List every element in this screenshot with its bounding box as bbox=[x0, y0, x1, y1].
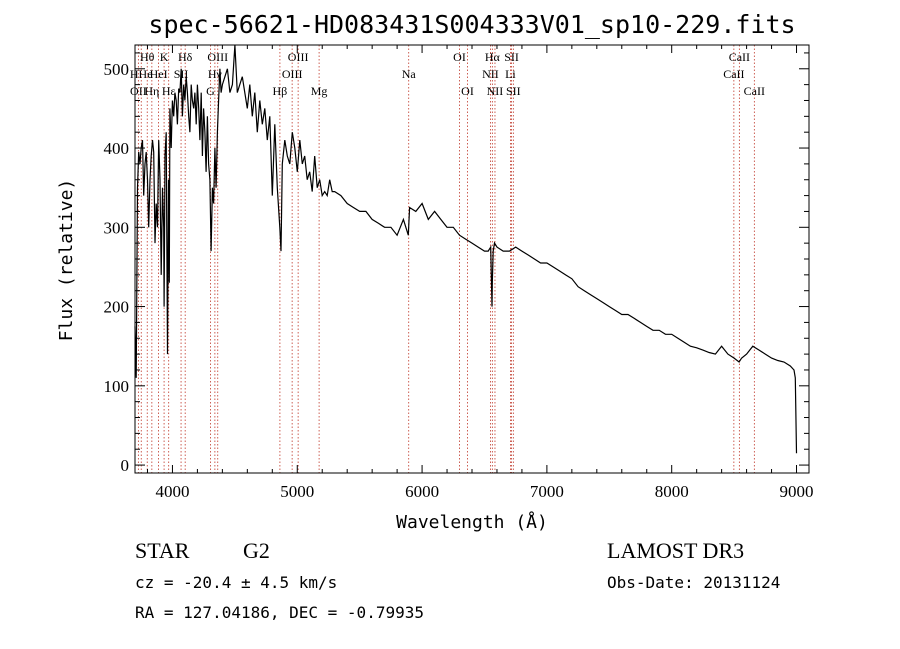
line-label-26: CaII bbox=[729, 50, 750, 64]
y-axis-label: Flux (relative) bbox=[56, 179, 77, 342]
line-label-5: K bbox=[160, 50, 169, 64]
line-label-24: SII bbox=[506, 84, 521, 98]
line-label-17: OI bbox=[453, 50, 466, 64]
y-tick-label-2: 200 bbox=[104, 298, 130, 317]
plot-frame bbox=[134, 44, 810, 474]
y-tick-label-4: 400 bbox=[104, 139, 130, 158]
y-tick-label-0: 0 bbox=[121, 456, 130, 475]
line-label-8: Hδ bbox=[178, 50, 193, 64]
object-class: STAR bbox=[135, 538, 190, 563]
observation-date: Obs-Date: 20131124 bbox=[607, 573, 781, 592]
line-label-7: Hε bbox=[162, 84, 176, 98]
line-label-25: CaII bbox=[723, 67, 744, 81]
coordinates: RA = 127.04186, DEC = -0.79935 bbox=[135, 603, 424, 622]
flux-series-line bbox=[134, 44, 798, 454]
line-label-4: HeI bbox=[150, 67, 168, 81]
line-label-11: G bbox=[206, 84, 215, 98]
x-tick-label-5: 9000 bbox=[780, 482, 814, 501]
line-label-18: OI bbox=[461, 84, 474, 98]
y-tick-label-1: 100 bbox=[104, 377, 130, 396]
line-label-21: NII bbox=[487, 84, 504, 98]
object-subclass: G2 bbox=[243, 538, 270, 563]
y-tick-label-5: 500 bbox=[104, 60, 130, 79]
x-tick-label-2: 6000 bbox=[405, 482, 439, 501]
x-tick-label-4: 8000 bbox=[655, 482, 689, 501]
line-label-19: NII bbox=[482, 67, 499, 81]
y-tick-label-3: 300 bbox=[104, 218, 130, 237]
x-axis-label: Wavelength (Å) bbox=[396, 511, 548, 533]
line-label-14: OIII bbox=[288, 50, 309, 64]
line-label-10: Hγ bbox=[208, 67, 223, 81]
line-label-15: Mg bbox=[311, 84, 328, 98]
line-label-3: HHe bbox=[130, 67, 153, 81]
line-label-22: SII bbox=[504, 50, 519, 64]
emission-line-markers bbox=[137, 45, 755, 473]
line-label-23: Li bbox=[505, 67, 516, 81]
line-label-2: Hη bbox=[144, 84, 159, 98]
line-label-13: OIII bbox=[282, 67, 303, 81]
x-axis-ticks: 4000 5000 6000 7000 8000 9000 bbox=[146, 45, 814, 501]
line-label-0: Hθ bbox=[140, 50, 155, 64]
line-label-12: Hβ bbox=[273, 84, 288, 98]
chart-title: spec-56621-HD083431S004333V01_sp10-229.f… bbox=[148, 10, 795, 39]
line-label-16: Na bbox=[402, 67, 417, 81]
line-label-1: OII bbox=[130, 84, 147, 98]
x-tick-label-1: 5000 bbox=[280, 482, 314, 501]
line-label-9: OIII bbox=[207, 50, 228, 64]
y-axis-ticks: 0 100 200 300 400 500 bbox=[104, 52, 809, 475]
line-label-20: Hα bbox=[485, 50, 501, 64]
line-label-27: CaII bbox=[744, 84, 765, 98]
redshift-info: cz = -20.4 ± 4.5 km/s bbox=[135, 573, 338, 592]
survey-name: LAMOST DR3 bbox=[607, 538, 745, 563]
x-tick-label-3: 7000 bbox=[530, 482, 564, 501]
x-tick-label-0: 4000 bbox=[155, 482, 189, 501]
